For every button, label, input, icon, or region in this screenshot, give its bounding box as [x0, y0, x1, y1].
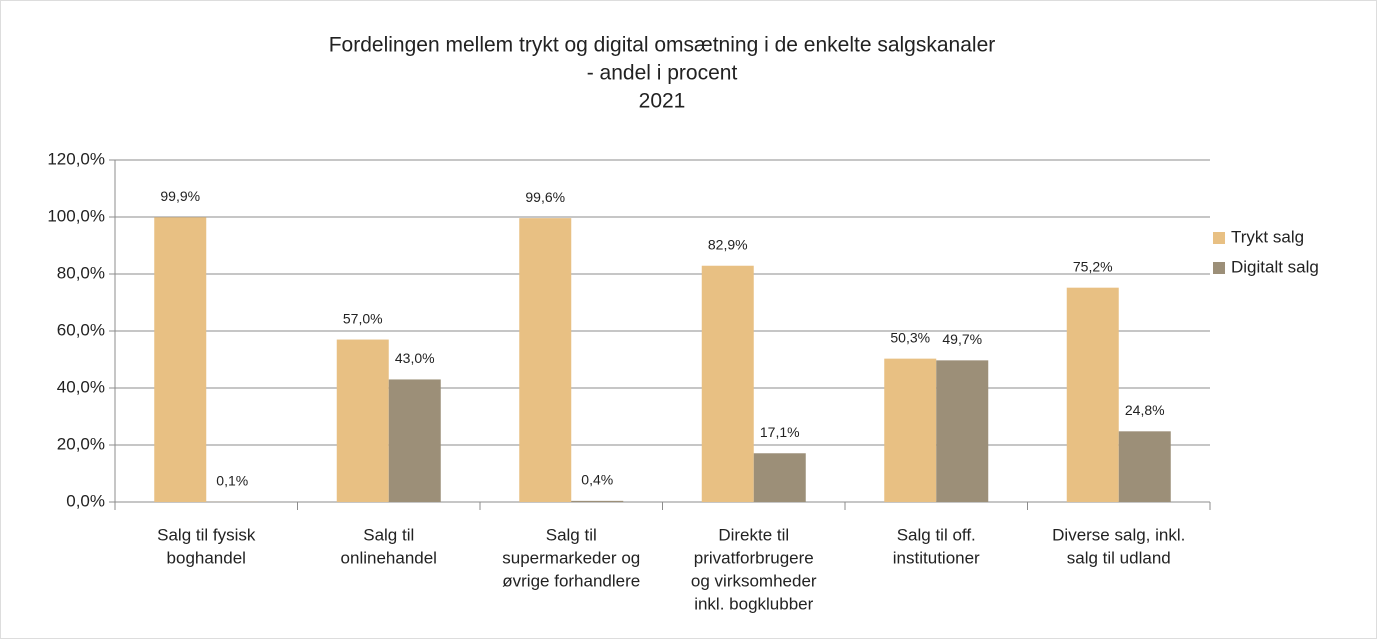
x-tick-label: institutioner [893, 548, 980, 567]
value-label: 43,0% [395, 350, 435, 366]
bar [1066, 287, 1119, 502]
value-label: 99,9% [160, 188, 200, 204]
x-tick-label: Salg til [363, 525, 414, 544]
value-label: 99,6% [525, 189, 565, 205]
x-tick-label: inkl. bogklubber [694, 594, 813, 613]
x-tick-label: Salg til fysisk [157, 525, 256, 544]
value-label: 82,9% [708, 236, 748, 252]
bar [336, 339, 389, 502]
x-tick-label: onlinehandel [341, 548, 437, 567]
bar [519, 218, 572, 502]
value-label: 0,1% [216, 472, 248, 488]
value-label: 17,1% [760, 424, 800, 440]
y-tick-label: 60,0% [57, 320, 105, 339]
value-label: 0,4% [581, 472, 613, 488]
bar [753, 453, 806, 502]
x-tick-label: boghandel [167, 548, 246, 567]
x-tick-label: Direkte til [718, 525, 789, 544]
bar [701, 265, 754, 502]
y-tick-label: 20,0% [57, 434, 105, 453]
bar [388, 379, 441, 502]
chart-title: 2021 [639, 90, 686, 113]
value-label: 49,7% [942, 331, 982, 347]
legend-label: Trykt salg [1231, 227, 1304, 246]
bar [154, 217, 207, 502]
bar [571, 500, 624, 502]
bar [884, 358, 937, 502]
legend-label: Digitalt salg [1231, 257, 1319, 276]
x-tick-label: Salg til off. [897, 525, 976, 544]
y-tick-label: 0,0% [66, 491, 105, 510]
x-tick-label: og virksomheder [691, 571, 817, 590]
value-label: 57,0% [343, 310, 383, 326]
legend-swatch [1213, 262, 1225, 274]
x-tick-label: privatforbrugere [694, 548, 814, 567]
value-label: 75,2% [1073, 258, 1113, 274]
value-label: 50,3% [890, 329, 930, 345]
legend-swatch [1213, 232, 1225, 244]
y-tick-label: 100,0% [47, 206, 105, 225]
chart-title: Fordelingen mellem trykt og digital omsæ… [329, 34, 996, 57]
x-tick-label: Diverse salg, inkl. [1052, 525, 1185, 544]
bar [1118, 431, 1171, 502]
x-tick-label: salg til udland [1067, 548, 1171, 567]
y-tick-label: 80,0% [57, 263, 105, 282]
x-tick-label: supermarkeder og [502, 548, 640, 567]
y-tick-label: 40,0% [57, 377, 105, 396]
x-tick-label: øvrige forhandlere [502, 571, 640, 590]
x-tick-label: Salg til [546, 525, 597, 544]
bar [936, 360, 989, 502]
y-tick-label: 120,0% [47, 149, 105, 168]
chart-title: - andel i procent [587, 62, 738, 85]
value-label: 24,8% [1125, 402, 1165, 418]
